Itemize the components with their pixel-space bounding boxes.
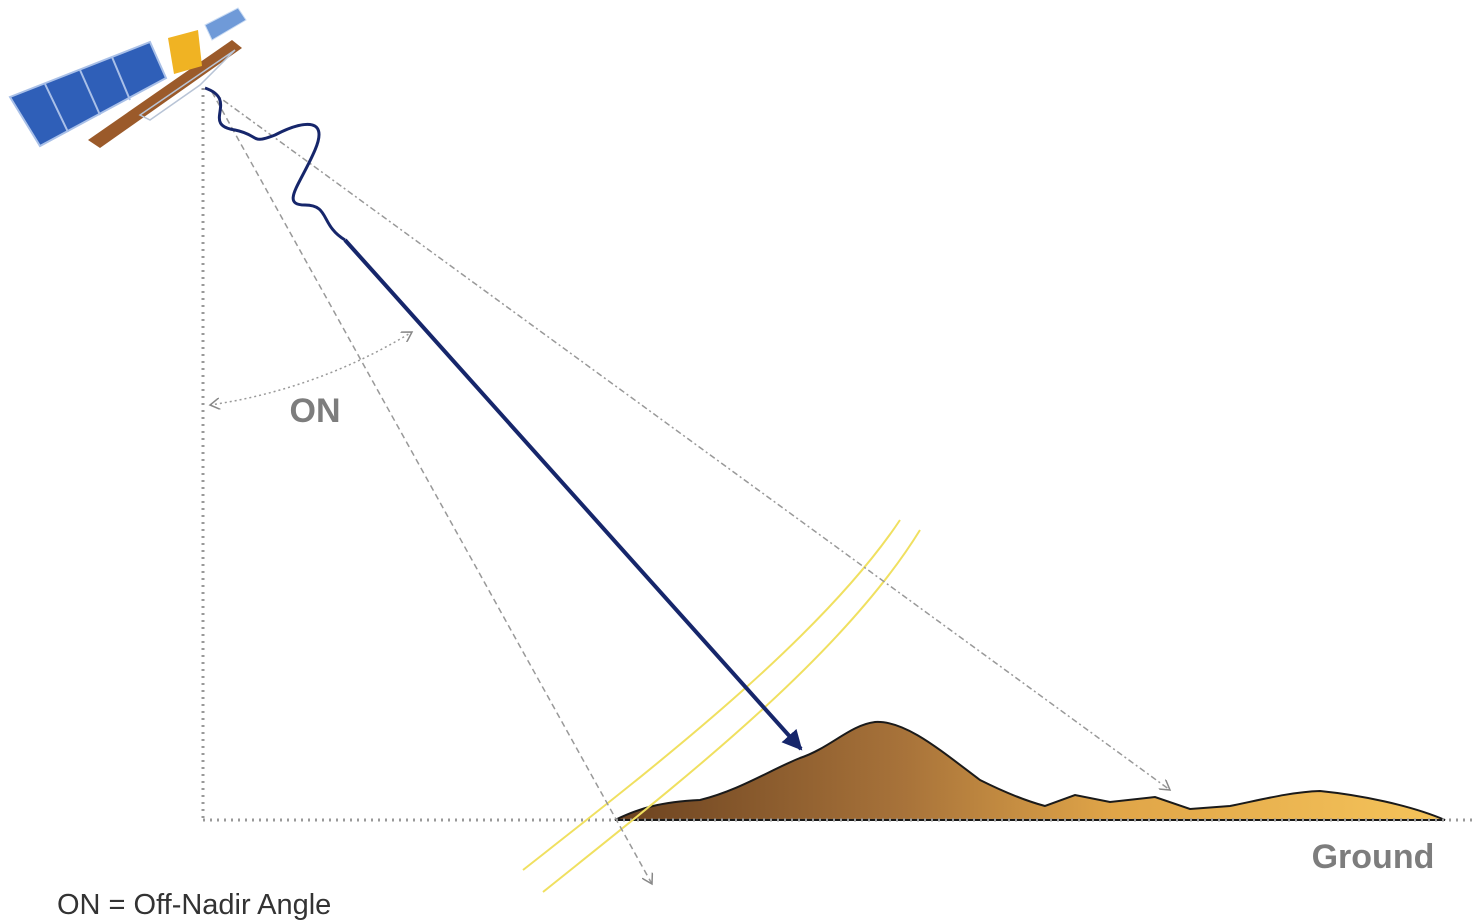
signal-arrow xyxy=(343,238,803,751)
ground-label: Ground xyxy=(1312,838,1435,876)
terrain xyxy=(614,720,1446,821)
swath-edge xyxy=(211,91,1170,790)
legend-text: ON = Off-Nadir Angle xyxy=(57,889,331,921)
satellite-body xyxy=(168,30,202,74)
signal-wave xyxy=(204,86,346,242)
satellite-truss xyxy=(138,49,236,121)
solar-panel-small xyxy=(204,7,247,41)
satellite xyxy=(8,7,247,148)
satellite-antenna xyxy=(88,40,242,148)
panel-lines xyxy=(44,56,131,133)
swath-edge xyxy=(211,91,652,884)
solar-panel xyxy=(8,40,168,148)
wavefront xyxy=(522,519,901,871)
angle-arc xyxy=(210,332,412,405)
wavefront xyxy=(542,529,921,893)
angle-label: ON xyxy=(290,392,341,430)
